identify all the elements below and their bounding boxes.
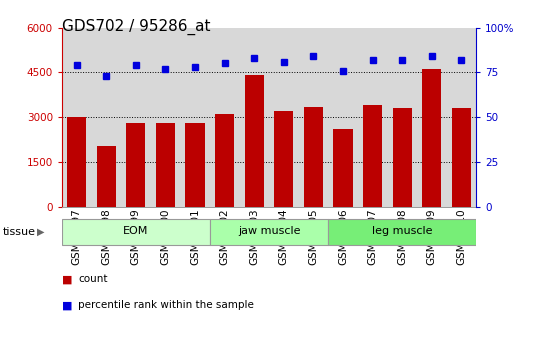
Bar	[274, 111, 293, 207]
Bar	[186, 123, 204, 207]
Bar	[97, 146, 116, 207]
Text: jaw muscle: jaw muscle	[238, 226, 300, 236]
Bar	[215, 114, 234, 207]
Bar	[304, 107, 323, 207]
Text: leg muscle: leg muscle	[372, 226, 433, 236]
Bar	[328, 219, 476, 245]
Bar	[62, 219, 210, 245]
Bar	[393, 108, 412, 207]
Text: EOM: EOM	[123, 226, 148, 236]
Bar	[156, 123, 175, 207]
Bar	[363, 105, 382, 207]
Bar	[422, 69, 441, 207]
Bar	[334, 129, 352, 207]
Bar	[210, 219, 328, 245]
Text: count: count	[78, 275, 108, 284]
Text: GDS702 / 95286_at: GDS702 / 95286_at	[62, 19, 210, 35]
Text: percentile rank within the sample: percentile rank within the sample	[78, 300, 254, 310]
Text: ▶: ▶	[37, 227, 44, 237]
Text: ■: ■	[62, 275, 73, 284]
Bar	[245, 76, 264, 207]
Bar	[126, 123, 145, 207]
Text: ■: ■	[62, 300, 73, 310]
Bar	[67, 117, 86, 207]
Text: tissue: tissue	[3, 227, 36, 237]
Bar	[452, 108, 471, 207]
